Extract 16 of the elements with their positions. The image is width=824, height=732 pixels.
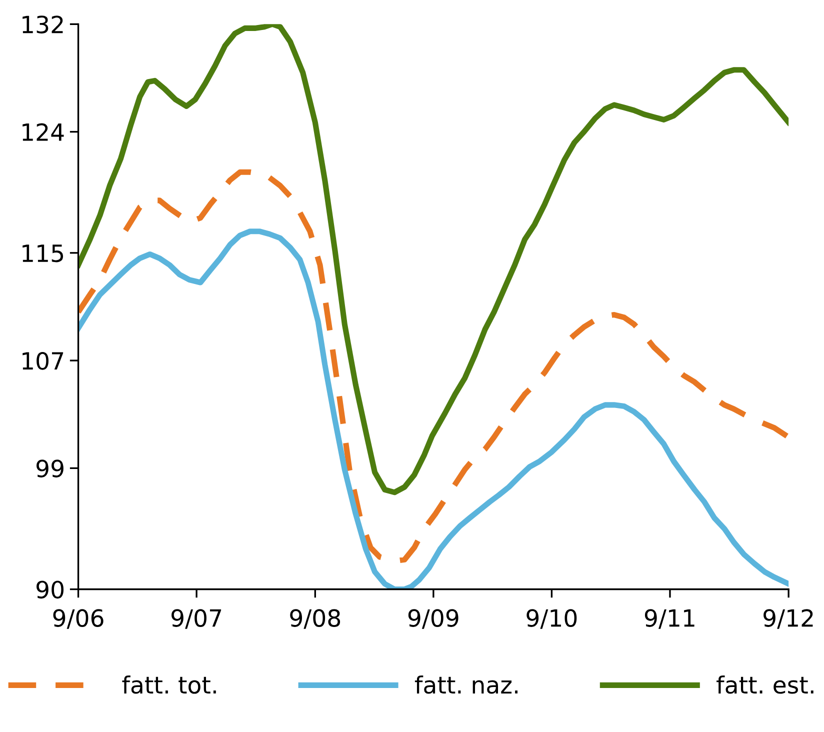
- y-tick-label: 107: [22, 352, 64, 370]
- y-tick-label: 115: [22, 244, 64, 262]
- legend-label: fatt. est.: [716, 675, 814, 694]
- x-tick-label: 9/11: [644, 609, 694, 629]
- legend-label: fatt. naz.: [414, 675, 518, 694]
- y-tick-label: 132: [22, 16, 63, 34]
- y-tick-label: 124: [22, 123, 64, 141]
- x-tick-label: 9/07: [172, 609, 222, 629]
- x-tick-label: 9/10: [526, 609, 577, 629]
- y-tick-label: 90: [36, 580, 64, 599]
- y-tick-label: 99: [36, 460, 64, 478]
- x-tick-label: 9/12: [764, 609, 813, 629]
- x-tick-label: 9/08: [290, 609, 340, 629]
- legend-label: fatt. tot.: [122, 675, 216, 694]
- x-tick-label: 9/09: [408, 609, 458, 629]
- x-tick-label: 9/06: [53, 609, 104, 629]
